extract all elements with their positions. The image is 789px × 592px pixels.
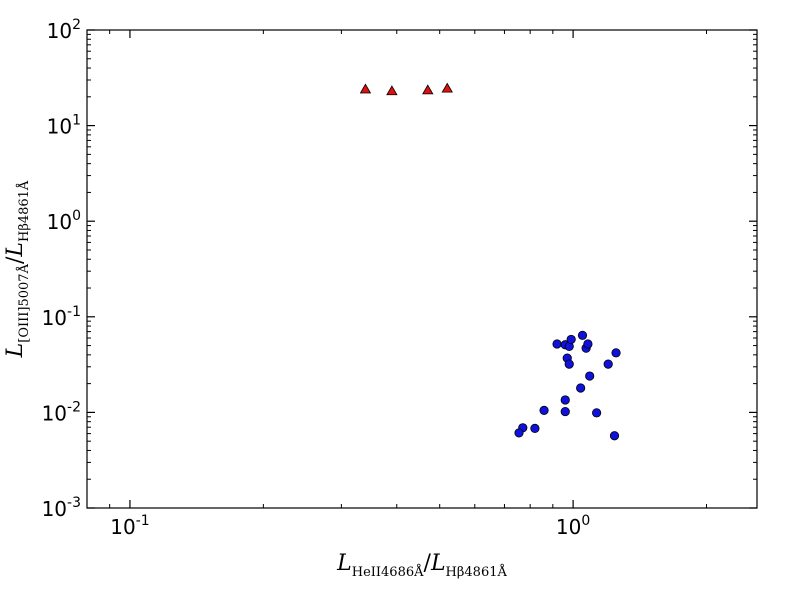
- circle-marker: [577, 330, 588, 340]
- y-tick-label: 101: [47, 113, 81, 139]
- y-tick-label: 10-3: [42, 495, 81, 521]
- data-markers: [359, 82, 621, 441]
- y-tick-labels: 10-3 10-2 10-1 100 101 102: [42, 17, 81, 521]
- circle-marker: [560, 406, 570, 417]
- circle-marker: [564, 359, 574, 369]
- circle-marker: [560, 395, 570, 405]
- triangle-marker: [386, 85, 398, 96]
- circle-marker: [539, 405, 549, 415]
- y-axis-label: L[OIII]5007Å/LHβ4861Å: [3, 180, 32, 358]
- circle-marker: [552, 339, 562, 349]
- circle-marker: [603, 359, 613, 369]
- major-ticks: [87, 29, 757, 509]
- y-tick-label: 102: [47, 17, 81, 43]
- circle-marker: [609, 431, 620, 441]
- minor-ticks: [86, 30, 757, 508]
- triangle-marker: [359, 83, 372, 94]
- x-axis-label: LHeII4686Å/LHβ4861Å: [336, 551, 507, 580]
- y-tick-label: 10-1: [42, 304, 81, 330]
- circle-marker: [585, 371, 595, 381]
- triangle-marker: [441, 82, 453, 93]
- circle-marker: [576, 383, 586, 393]
- circle-marker: [592, 408, 602, 418]
- plot-frame: [86, 29, 758, 509]
- x-tick-label: 10-1: [110, 513, 149, 539]
- y-tick-label: 100: [47, 208, 81, 234]
- circle-marker: [514, 428, 524, 438]
- circle-marker: [566, 334, 576, 345]
- y-tick-label: 10-2: [42, 399, 81, 425]
- triangle-marker: [422, 84, 434, 95]
- circle-marker: [611, 348, 621, 358]
- x-tick-labels: 10-1 100: [110, 513, 590, 539]
- x-tick-label: 100: [556, 513, 590, 539]
- circle-marker: [530, 423, 540, 434]
- circle-marker: [583, 339, 593, 349]
